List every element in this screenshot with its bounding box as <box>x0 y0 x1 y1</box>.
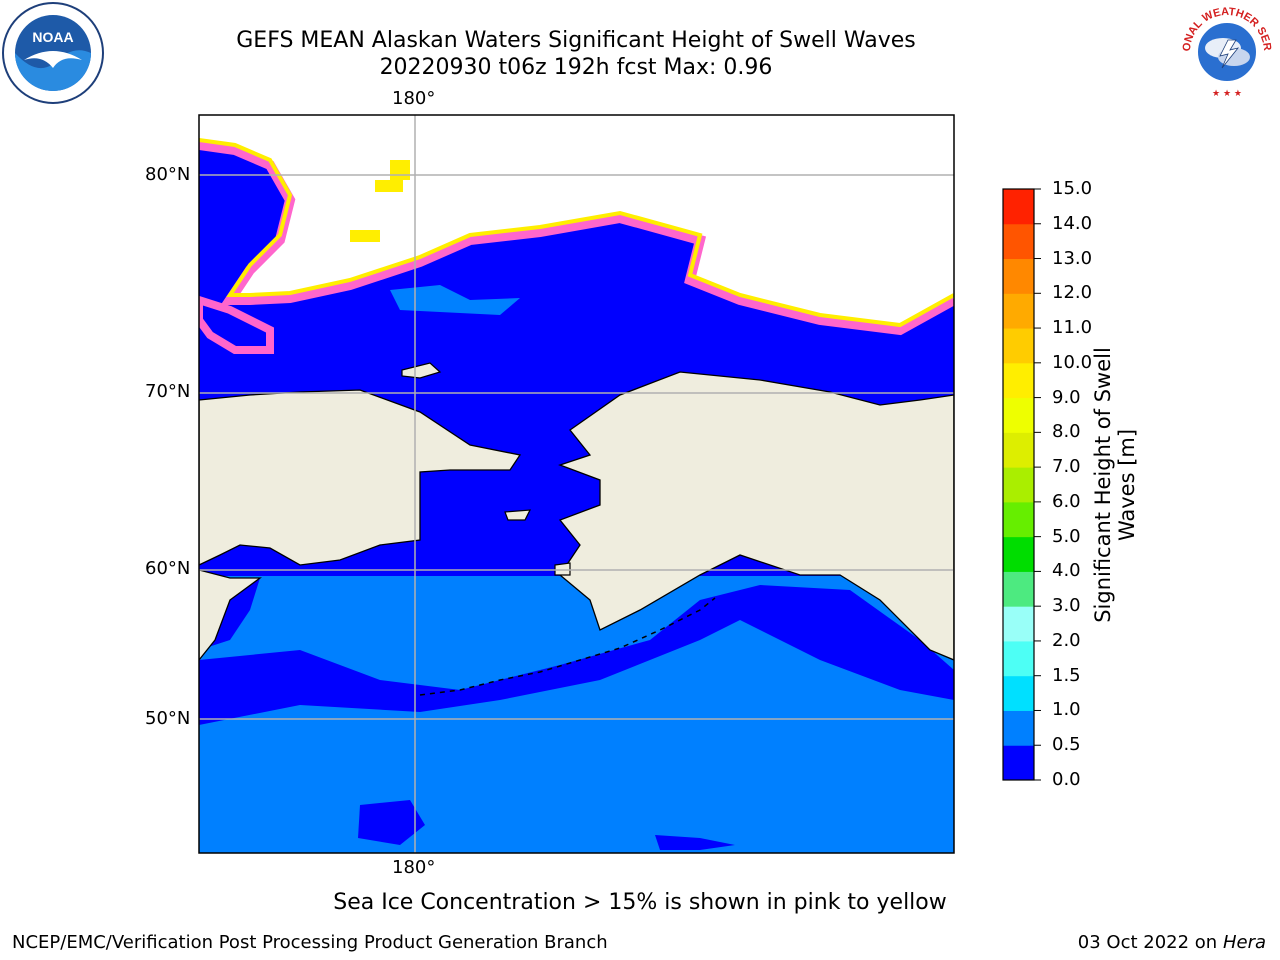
colorbar-segment <box>1003 362 1034 399</box>
colorbar-segment <box>1003 571 1034 607</box>
colorbar-segment <box>1003 397 1034 433</box>
noaa-logo-text: NOAA <box>32 29 73 45</box>
colorbar-segment <box>1003 223 1034 260</box>
colorbar-tick-label: 4.0 <box>1052 560 1081 582</box>
colorbar-segment <box>1003 293 1034 329</box>
colorbar-label-line1: Significant Height of Swell <box>1091 347 1115 623</box>
colorbar-tick-label: 0.5 <box>1052 734 1081 756</box>
colorbar <box>1003 189 1034 781</box>
sea-ice-note: Sea Ice Concentration > 15% is shown in … <box>333 890 947 915</box>
colorbar-tick-label: 3.0 <box>1052 595 1081 617</box>
colorbar-segment <box>1003 675 1034 711</box>
arctic-speck <box>390 285 520 315</box>
gridlines <box>199 115 954 853</box>
date-text: 03 Oct 2022 on Hera <box>1078 932 1266 953</box>
svg-text:★ ★ ★: ★ ★ ★ <box>1212 89 1242 99</box>
lon-label-top: 180° <box>392 88 436 109</box>
map-frame <box>198 114 955 854</box>
chart-subtitle: 20220930 t06z 192h fcst Max: 0.96 <box>379 55 773 80</box>
colorbar-tick-label: 11.0 <box>1052 317 1093 339</box>
lat-label-70: 70°N <box>145 381 191 402</box>
colorbar-segment <box>1003 467 1034 503</box>
colorbar-segment <box>1003 745 1034 781</box>
aleutian-swell-band <box>199 585 954 725</box>
colorbar-segment <box>1003 710 1034 746</box>
colorbar-tick-label: 6.0 <box>1052 490 1081 512</box>
colorbar-segment <box>1003 640 1034 677</box>
colorbar-frame <box>1002 188 1035 781</box>
colorbar-segment <box>1003 606 1034 642</box>
colorbar-tick-label: 1.0 <box>1052 699 1081 721</box>
aleutian-islands <box>419 597 716 696</box>
land-wrangel-island <box>401 362 442 379</box>
colorbar-tick-label: 9.0 <box>1052 386 1081 408</box>
colorbar-label-line2: Waves [m] <box>1115 428 1139 542</box>
nws-logo: NATIONAL WEATHER SERVICE ★ ★ ★ <box>1176 2 1275 100</box>
colorbar-tick-label: 10.0 <box>1052 351 1093 373</box>
colorbar-tick-label: 15.0 <box>1052 178 1093 199</box>
land-chukotka <box>199 389 522 566</box>
pacific-patch <box>358 800 425 845</box>
colorbar-tick-label: 2.0 <box>1052 629 1081 651</box>
colorbar-segment <box>1003 501 1034 538</box>
colorbar-tick-label: 7.0 <box>1052 456 1081 478</box>
colorbar-tick-label: 0.0 <box>1052 769 1081 790</box>
colorbar-tick-label: 5.0 <box>1052 525 1081 547</box>
chart-title: GEFS MEAN Alaskan Waters Significant Hei… <box>236 28 916 53</box>
noaa-logo: NOAA <box>2 2 104 104</box>
land-kamchatka <box>199 569 262 662</box>
colorbar-label: Significant Height of Swell Waves [m] <box>1091 347 1139 623</box>
colorbar-segment <box>1003 189 1034 225</box>
colorbar-tick-label: 14.0 <box>1052 212 1093 234</box>
colorbar-tick-label: 12.0 <box>1052 282 1093 304</box>
lat-label-50: 50°N <box>145 708 191 729</box>
colorbar-segment <box>1003 432 1034 468</box>
date-host: Hera <box>1222 932 1266 953</box>
land-alaska <box>558 371 954 661</box>
lat-label-80: 80°N <box>145 164 191 185</box>
land-st-lawrence-island <box>504 509 532 521</box>
lon-label-bottom: 180° <box>392 857 436 878</box>
colorbar-tick-label: 8.0 <box>1052 421 1081 443</box>
credit-text: NCEP/EMC/Verification Post Processing Pr… <box>12 932 608 953</box>
date-prefix: 03 Oct 2022 on <box>1077 932 1223 953</box>
colorbar-tick-label: 13.0 <box>1052 247 1093 269</box>
colorbar-segment <box>1003 258 1034 294</box>
colorbar-tick-label: 1.5 <box>1052 664 1081 686</box>
colorbar-segment <box>1003 328 1034 364</box>
lat-label-60: 60°N <box>145 558 191 579</box>
colorbar-segment <box>1003 536 1034 572</box>
map-canvas <box>199 115 954 853</box>
